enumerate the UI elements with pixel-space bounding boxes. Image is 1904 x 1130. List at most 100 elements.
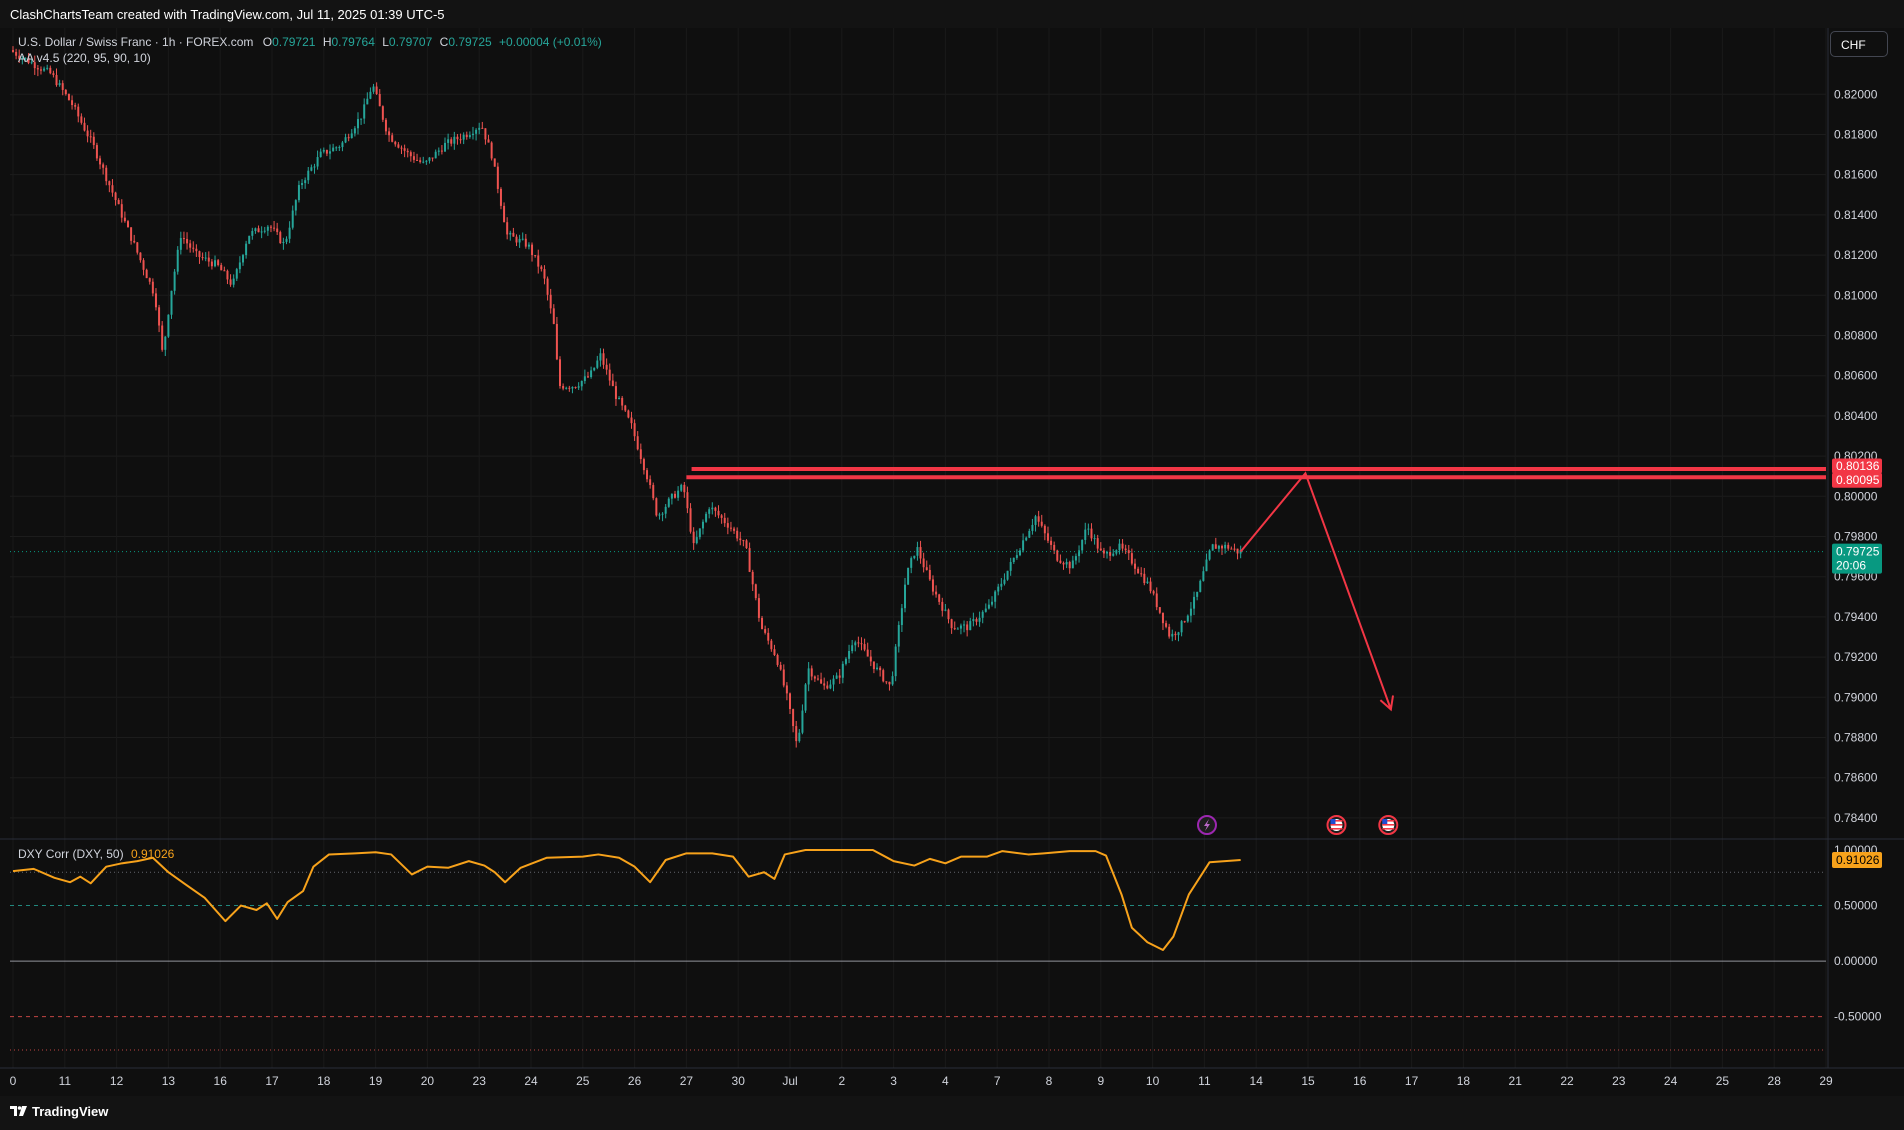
candle-body[interactable] bbox=[720, 515, 723, 518]
candle-body[interactable] bbox=[1233, 548, 1236, 550]
candle-body[interactable] bbox=[618, 397, 621, 400]
candle-body[interactable] bbox=[590, 370, 593, 378]
candle-body[interactable] bbox=[885, 681, 888, 683]
candle-body[interactable] bbox=[860, 643, 863, 645]
candle-body[interactable] bbox=[24, 57, 27, 59]
candle-body[interactable] bbox=[537, 255, 540, 267]
candle-body[interactable] bbox=[655, 498, 658, 516]
candle-body[interactable] bbox=[531, 244, 534, 256]
candle-body[interactable] bbox=[820, 679, 823, 684]
candle-body[interactable] bbox=[52, 73, 55, 75]
candle-body[interactable] bbox=[568, 387, 571, 389]
us-flag-event-icon[interactable] bbox=[1326, 815, 1347, 835]
candle-body[interactable] bbox=[39, 69, 42, 71]
candle-body[interactable] bbox=[117, 200, 120, 205]
candle-body[interactable] bbox=[717, 510, 720, 516]
candle-body[interactable] bbox=[325, 149, 328, 154]
candle-body[interactable] bbox=[549, 294, 552, 309]
candle-body[interactable] bbox=[95, 145, 98, 159]
candle-body[interactable] bbox=[86, 130, 89, 137]
candle-body[interactable] bbox=[639, 449, 642, 460]
candle-body[interactable] bbox=[1059, 560, 1062, 563]
candle-body[interactable] bbox=[431, 157, 434, 159]
candle-body[interactable] bbox=[792, 709, 795, 727]
lightning-event-icon[interactable] bbox=[1196, 815, 1217, 835]
candle-body[interactable] bbox=[27, 57, 30, 64]
candle-body[interactable] bbox=[963, 624, 966, 626]
candle-body[interactable] bbox=[888, 681, 891, 685]
candle-body[interactable] bbox=[1186, 615, 1189, 622]
candle-body[interactable] bbox=[179, 238, 182, 250]
candle-body[interactable] bbox=[1115, 550, 1118, 554]
candle-body[interactable] bbox=[1205, 559, 1208, 572]
candle-body[interactable] bbox=[1025, 537, 1028, 541]
candle-body[interactable] bbox=[338, 147, 341, 149]
candle-body[interactable] bbox=[1127, 550, 1130, 554]
candle-body[interactable] bbox=[1236, 548, 1239, 554]
candle-body[interactable] bbox=[369, 91, 372, 99]
candle-body[interactable] bbox=[938, 594, 941, 602]
chart-canvas[interactable]: 0.82000 0.81800 0.81600 0.81400 0.81200 0.810… bbox=[0, 0, 1904, 1096]
candle-body[interactable] bbox=[969, 621, 972, 631]
candle-body[interactable] bbox=[1133, 563, 1136, 569]
candle-body[interactable] bbox=[1118, 543, 1121, 551]
candle-body[interactable] bbox=[1158, 607, 1161, 613]
candle-body[interactable] bbox=[173, 271, 176, 291]
candle-body[interactable] bbox=[425, 160, 428, 162]
candle-body[interactable] bbox=[944, 609, 947, 611]
candle-body[interactable] bbox=[649, 479, 652, 486]
candle-body[interactable] bbox=[972, 619, 975, 622]
candle-body[interactable] bbox=[360, 118, 363, 120]
candle-body[interactable] bbox=[282, 241, 285, 244]
candle-body[interactable] bbox=[1018, 550, 1021, 556]
candle-body[interactable] bbox=[1022, 540, 1025, 551]
candle-body[interactable] bbox=[767, 632, 770, 641]
candle-body[interactable] bbox=[723, 517, 726, 524]
candle-body[interactable] bbox=[624, 405, 627, 411]
candle-body[interactable] bbox=[198, 251, 201, 258]
candle-body[interactable] bbox=[46, 67, 49, 69]
candle-body[interactable] bbox=[826, 685, 829, 689]
candle-body[interactable] bbox=[941, 601, 944, 611]
candle-body[interactable] bbox=[1093, 538, 1096, 540]
candle-body[interactable] bbox=[1189, 608, 1192, 616]
candle-body[interactable] bbox=[378, 94, 381, 107]
candle-body[interactable] bbox=[605, 364, 608, 370]
candle-body[interactable] bbox=[574, 387, 577, 389]
candle-body[interactable] bbox=[1211, 544, 1214, 551]
candle-body[interactable] bbox=[453, 136, 456, 144]
candle-body[interactable] bbox=[823, 683, 826, 686]
candle-body[interactable] bbox=[238, 262, 241, 270]
candle-body[interactable] bbox=[562, 385, 565, 389]
candle-body[interactable] bbox=[105, 167, 108, 182]
candle-body[interactable] bbox=[1112, 553, 1115, 556]
candle-body[interactable] bbox=[356, 119, 359, 129]
candle-body[interactable] bbox=[1050, 540, 1053, 545]
candle-body[interactable] bbox=[978, 617, 981, 622]
candle-body[interactable] bbox=[182, 238, 185, 240]
candle-body[interactable] bbox=[692, 531, 695, 544]
candles[interactable] bbox=[12, 46, 1242, 748]
candle-body[interactable] bbox=[1224, 544, 1227, 549]
candle-body[interactable] bbox=[186, 239, 189, 244]
candle-body[interactable] bbox=[1012, 557, 1015, 563]
candle-body[interactable] bbox=[726, 523, 729, 528]
candle-body[interactable] bbox=[835, 675, 838, 679]
candle-body[interactable] bbox=[251, 231, 254, 236]
candle-body[interactable] bbox=[136, 242, 139, 253]
candle-body[interactable] bbox=[276, 228, 279, 233]
candle-body[interactable] bbox=[260, 231, 263, 233]
candle-body[interactable] bbox=[540, 266, 543, 270]
candle-body[interactable] bbox=[1034, 516, 1037, 525]
candle-body[interactable] bbox=[297, 185, 300, 201]
candle-body[interactable] bbox=[201, 257, 204, 259]
candle-body[interactable] bbox=[102, 164, 105, 168]
candle-body[interactable] bbox=[739, 538, 742, 541]
candle-body[interactable] bbox=[145, 269, 148, 279]
us-flag-event-icon[interactable] bbox=[1378, 815, 1399, 835]
candle-body[interactable] bbox=[235, 269, 238, 279]
candle-body[interactable] bbox=[779, 664, 782, 670]
candle-body[interactable] bbox=[490, 142, 493, 159]
candle-body[interactable] bbox=[661, 513, 664, 515]
legend-symbol[interactable]: U.S. Dollar / Swiss Franc · 1h · FOREX.c… bbox=[18, 35, 254, 49]
